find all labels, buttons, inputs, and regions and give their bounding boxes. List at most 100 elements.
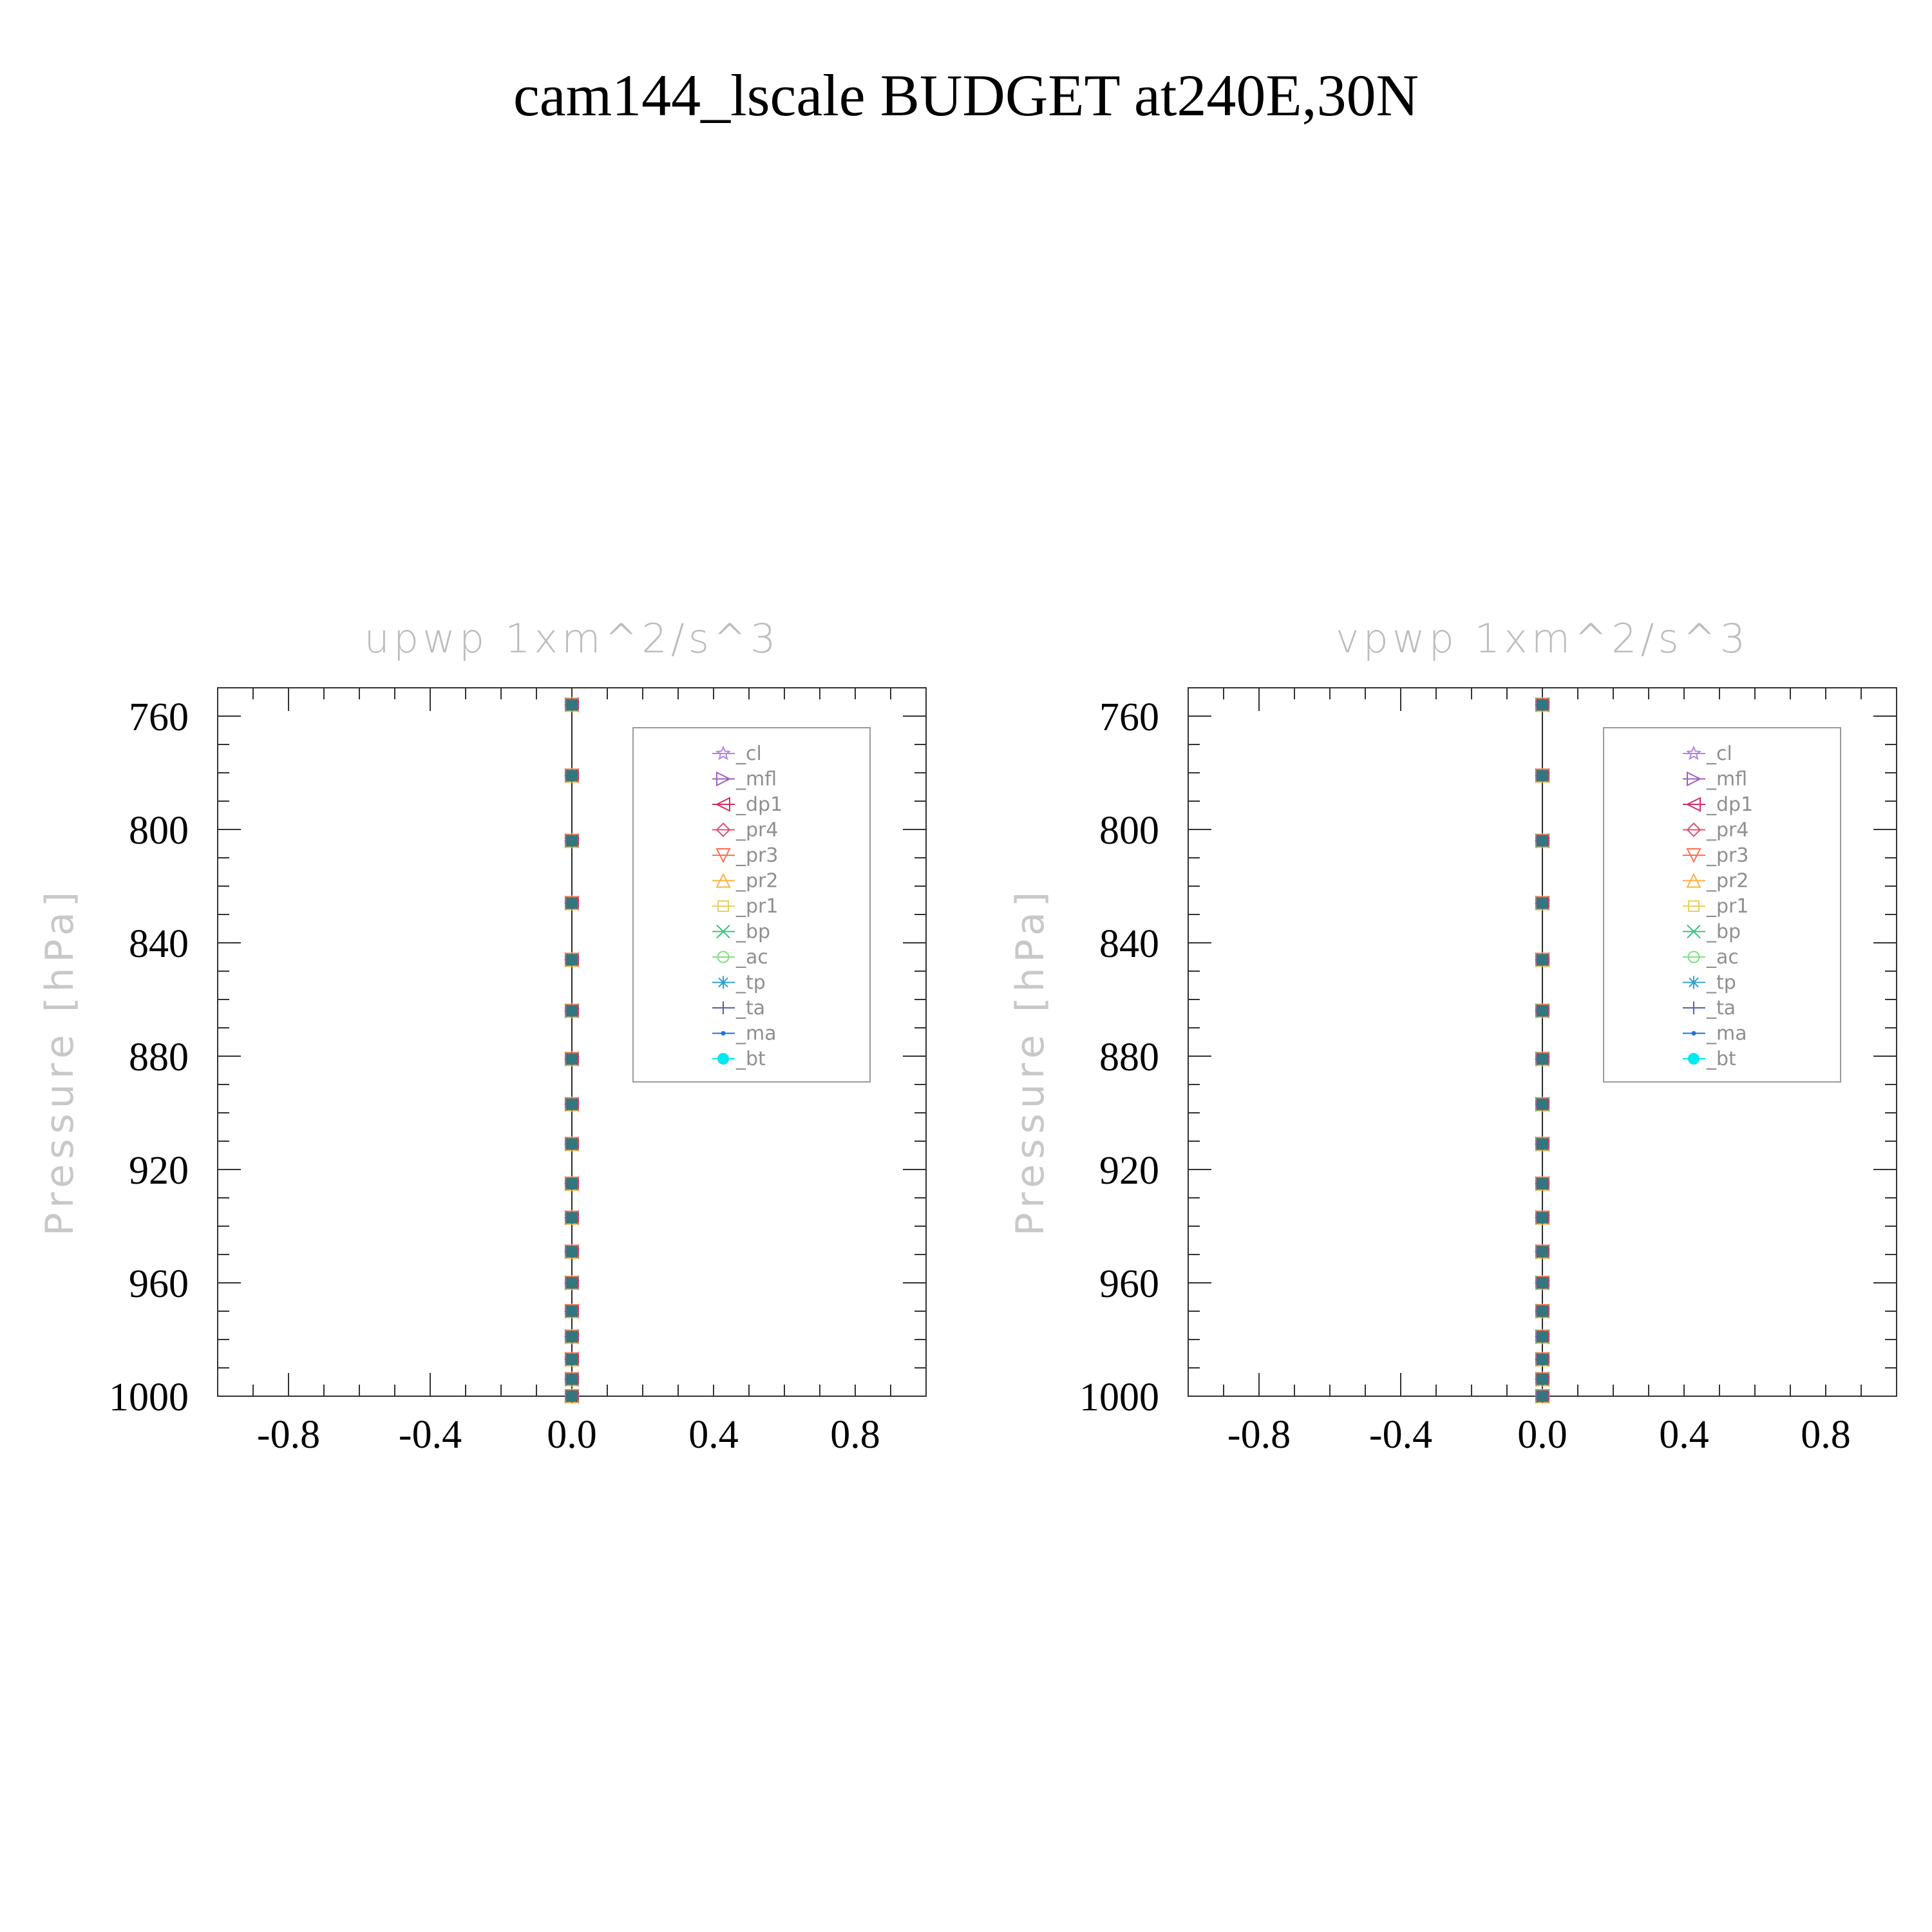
data-point-overlap [566,835,578,847]
data-point-overlap [1537,1178,1548,1189]
data-point-overlap [566,1331,578,1343]
data-point-overlap [1537,1245,1548,1258]
data-point-overlap [566,1390,578,1402]
x-tick-label: -0.8 [257,1413,320,1457]
data-point-overlap [566,1138,578,1150]
x-tick-label: 0.4 [1659,1413,1709,1457]
data-point-overlap [566,1053,578,1065]
chart-panel-upwp: upwp 1xm^2/s^3 Pressure [hPa] -0.8 -0.4 0.0 0… [37,615,927,1457]
data-point-overlap [566,770,578,782]
legend-marker-ma [721,1031,726,1036]
chart-panel-vpwp: vpwp 1xm^2/s^3 Pressure [hPa] -0.8 -0.4 0.0 0… [1008,615,1897,1457]
x-tick-label: 0.0 [547,1413,597,1457]
legend-label: _pr2 [1706,870,1748,893]
data-point-overlap [566,699,578,711]
legend-box [1603,727,1841,1083]
data-point-overlap [1537,1331,1548,1343]
legend-label: _tp [735,972,766,994]
legend-label: _bt [1706,1048,1736,1070]
data-point-overlap [1537,1373,1548,1385]
data-point-overlap [1537,1211,1548,1224]
legend-marker-ac [717,951,730,963]
data-point-overlap [1537,1353,1548,1365]
data-point-overlap [1537,954,1548,966]
data-point-overlap [566,1277,578,1289]
y-tick-label: 800 [1099,809,1159,853]
x-tick-label: 0.8 [1801,1413,1851,1457]
data-point-overlap [1537,897,1548,909]
legend-marker-pr2 [1686,873,1701,888]
x-tick-label: -0.8 [1227,1413,1291,1457]
legend-label: _pr1 [1706,895,1748,918]
legend-label: _mfl [735,768,777,791]
legend-marker-bp [716,924,730,939]
data-point-overlap [566,1305,578,1317]
legend-label: _dp1 [735,793,782,816]
data-point-overlap [1537,1305,1548,1317]
legend-marker-pr4 [1686,822,1701,837]
legend-marker-tp [717,976,730,989]
y-tick-label: 800 [129,809,189,853]
legend-marker-pr2 [715,873,731,888]
series-group [564,696,580,1405]
series-group [1534,696,1551,1405]
data-point-overlap [566,1353,578,1365]
data-point-overlap [1537,1390,1548,1402]
data-point-overlap [566,1245,578,1258]
data-point-overlap [1537,1277,1548,1289]
legend: _cl _mfl_dp1 _pr4_pr3 _pr2_pr1 _bp _ac _tp _ta _… [1603,727,1841,1083]
y-tick-label: 920 [1099,1149,1159,1193]
legend-marker-ta [717,1001,730,1014]
data-point-overlap [1537,1138,1548,1150]
legend-label: _pr3 [1706,844,1748,867]
data-point-overlap [1537,1098,1548,1110]
data-point-overlap [1537,1005,1548,1017]
data-point-overlap [566,1098,578,1110]
legend-label: _ma [735,1023,777,1045]
legend-marker-pr3 [715,848,731,864]
legend-marker-bt [717,1053,729,1065]
legend-label: _ma [1706,1023,1747,1045]
legend-marker-tp [1687,976,1700,989]
x-tick-label: 0.4 [688,1413,739,1457]
data-point-overlap [566,1005,578,1017]
legend-marker-dp1 [1685,797,1701,812]
data-point-overlap [1537,770,1548,782]
legend-label: _pr3 [735,844,778,867]
y-tick-label: 760 [1099,696,1159,739]
legend-label: _ta [735,997,765,1019]
legend-label: _cl [735,743,762,765]
legend-label: _tp [1706,972,1736,994]
legend-marker-bp [1687,924,1701,939]
legend-label: _bt [735,1048,766,1070]
legend-label: _pr1 [735,895,778,918]
data-point-overlap [1537,699,1548,711]
legend-label: _ac [735,946,768,969]
legend-marker-pr1 [717,900,729,912]
legend-marker-ta [1687,1001,1700,1014]
legend-label: _ac [1706,946,1739,969]
y-tick-label: 840 [1099,922,1159,966]
y-tick-label: 760 [129,696,189,739]
y-tick-label: 1000 [109,1376,189,1419]
legend-label: _bp [735,921,770,943]
legend-marker-pr1 [1688,900,1700,912]
legend-label: _pr4 [1706,819,1748,842]
x-tick-label: -0.4 [1369,1413,1432,1457]
legend-label: _mfl [1706,768,1747,791]
data-point-overlap [566,1211,578,1224]
legend-label: _pr4 [735,819,778,842]
legend-marker-ac [1687,951,1700,963]
legend-marker-dp1 [715,797,730,812]
legend-marker-cl [715,745,731,761]
legend-marker-bt [1688,1053,1700,1065]
legend-marker-pr3 [1686,848,1701,864]
x-tick-label: 0.8 [830,1413,880,1457]
y-tick-label: 840 [129,922,189,966]
data-point-overlap [566,954,578,966]
data-point-overlap [1537,835,1548,847]
y-tick-label: 920 [129,1149,189,1193]
legend-marker-cl [1686,745,1701,761]
legend: _cl _mfl_dp1 _pr4_pr3 _pr2_pr1 _bp _ac _tp _ta _… [632,727,871,1083]
